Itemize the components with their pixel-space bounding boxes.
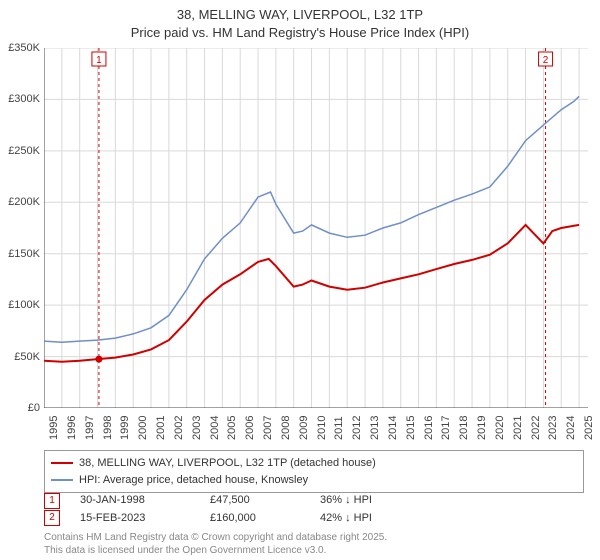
x-tick-label: 2020 (494, 416, 506, 440)
x-tick-label: 2018 (458, 416, 470, 440)
x-tick-label: 2005 (226, 416, 238, 440)
x-tick-label: 2009 (298, 416, 310, 440)
event-date: 15-FEB-2023 (80, 510, 190, 528)
svg-text:2: 2 (543, 55, 549, 66)
chart-area: 12 (44, 48, 588, 408)
legend-label: HPI: Average price, detached house, Know… (79, 472, 308, 489)
x-tick-label: 2002 (173, 416, 185, 440)
x-tick-label: 1998 (102, 416, 114, 440)
x-tick-label: 1995 (48, 416, 60, 440)
x-tick-label: 2007 (262, 416, 274, 440)
x-tick-label: 1997 (84, 416, 96, 440)
title-line-2: Price paid vs. HM Land Registry's House … (0, 24, 600, 42)
attribution-footer: Contains HM Land Registry data © Crown c… (44, 532, 387, 557)
event-marker-badge: 1 (44, 493, 60, 509)
x-tick-label: 2017 (440, 416, 452, 440)
title-line-1: 38, MELLING WAY, LIVERPOOL, L32 1TP (0, 6, 600, 24)
footer-line-1: Contains HM Land Registry data © Crown c… (44, 532, 387, 545)
y-tick-label: £300K (0, 93, 40, 105)
x-tick-label: 2016 (423, 416, 435, 440)
x-tick-label: 2012 (351, 416, 363, 440)
event-price: £47,500 (210, 492, 300, 510)
x-tick-label: 2008 (280, 416, 292, 440)
x-tick-label: 2001 (155, 416, 167, 440)
event-marker-badge: 2 (44, 510, 60, 526)
x-tick-label: 2024 (565, 416, 577, 440)
chart-title: 38, MELLING WAY, LIVERPOOL, L32 1TP Pric… (0, 0, 600, 41)
x-tick-label: 2021 (512, 416, 524, 440)
x-tick-label: 2003 (191, 416, 203, 440)
legend-item: 38, MELLING WAY, LIVERPOOL, L32 1TP (det… (51, 455, 577, 472)
x-tick-label: 2011 (333, 416, 345, 440)
event-marker-row: 1 30-JAN-1998 £47,500 36% ↓ HPI (44, 492, 584, 510)
y-tick-label: £50K (0, 351, 40, 363)
chart-container: 38, MELLING WAY, LIVERPOOL, L32 1TP Pric… (0, 0, 600, 560)
x-tick-label: 2025 (583, 416, 595, 440)
event-marker-table: 1 30-JAN-1998 £47,500 36% ↓ HPI 2 15-FEB… (44, 492, 584, 527)
x-tick-label: 2000 (137, 416, 149, 440)
event-date: 30-JAN-1998 (80, 492, 190, 510)
x-tick-label: 2019 (476, 416, 488, 440)
event-marker-row: 2 15-FEB-2023 £160,000 42% ↓ HPI (44, 510, 584, 528)
legend-item: HPI: Average price, detached house, Know… (51, 472, 577, 489)
y-tick-label: £200K (0, 196, 40, 208)
x-tick-label: 1999 (119, 416, 131, 440)
x-tick-label: 2022 (530, 416, 542, 440)
legend-swatch (51, 479, 73, 481)
x-tick-label: 2006 (244, 416, 256, 440)
y-tick-label: £250K (0, 145, 40, 157)
svg-text:1: 1 (96, 55, 102, 66)
x-tick-label: 2023 (547, 416, 559, 440)
y-tick-label: £0 (0, 402, 40, 414)
legend-label: 38, MELLING WAY, LIVERPOOL, L32 1TP (det… (79, 455, 376, 472)
event-price: £160,000 (210, 510, 300, 528)
footer-line-2: This data is licensed under the Open Gov… (44, 545, 387, 558)
x-tick-label: 2014 (387, 416, 399, 440)
y-tick-label: £350K (0, 42, 40, 54)
x-tick-label: 2004 (209, 416, 221, 440)
x-tick-label: 2010 (316, 416, 328, 440)
legend-swatch (51, 462, 73, 464)
legend: 38, MELLING WAY, LIVERPOOL, L32 1TP (det… (44, 450, 584, 493)
x-tick-label: 2015 (405, 416, 417, 440)
event-pct-vs-hpi: 42% ↓ HPI (320, 510, 440, 528)
line-chart-svg: 12 (44, 48, 588, 408)
x-tick-label: 1996 (66, 416, 78, 440)
event-pct-vs-hpi: 36% ↓ HPI (320, 492, 440, 510)
y-tick-label: £150K (0, 248, 40, 260)
y-tick-label: £100K (0, 299, 40, 311)
x-tick-label: 2013 (369, 416, 381, 440)
